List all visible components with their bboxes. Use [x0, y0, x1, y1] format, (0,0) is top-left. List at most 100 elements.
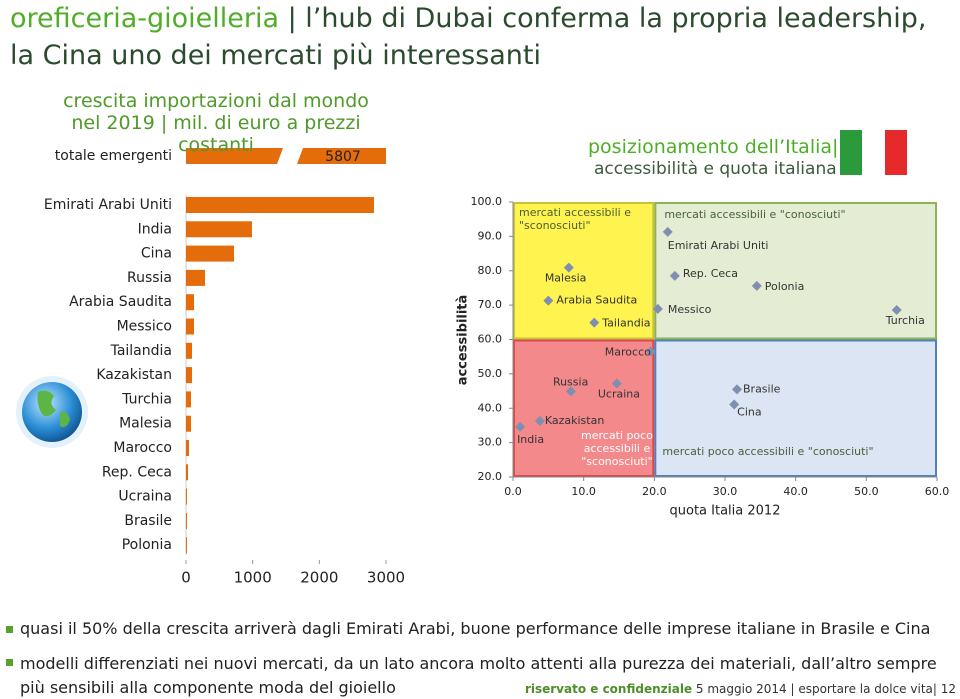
point-label: Brasile — [743, 382, 781, 395]
footer: riservato e confidenziale 5 maggio 2014 … — [520, 682, 956, 696]
bar — [186, 440, 189, 456]
data-point — [589, 317, 600, 328]
data-point — [732, 384, 743, 395]
point-label: Marocco — [605, 346, 651, 359]
point-label: Emirati Arabi Uniti — [668, 239, 769, 252]
point-label: Cina — [737, 405, 761, 418]
x-tick-label: 40.0 — [783, 485, 808, 498]
scatter-title: posizionamento dell’Italia| — [588, 136, 839, 158]
category-label: Tailandia — [110, 343, 172, 359]
x-tick-label: 2000 — [300, 569, 338, 587]
category-label: Polonia — [122, 537, 172, 553]
bar — [186, 367, 192, 384]
point-label: Messico — [668, 303, 712, 316]
bar — [186, 342, 192, 359]
bar — [186, 148, 283, 164]
category-label: Russia — [127, 270, 172, 286]
y-tick-label: 60.0 — [478, 333, 503, 346]
italian-flag — [840, 130, 907, 175]
category-label: India — [138, 221, 172, 237]
x-tick-label: 50.0 — [854, 485, 879, 498]
y-tick-label: 80.0 — [478, 264, 503, 277]
x-tick-label: 20.0 — [642, 485, 667, 498]
bar — [186, 197, 374, 213]
data-point — [662, 226, 673, 237]
point-label: Malesia — [545, 272, 587, 285]
bar — [186, 391, 191, 408]
quadrant — [513, 339, 655, 477]
bar — [186, 512, 187, 529]
quadrant-label: mercati poco accessibili e "sconosciuti" — [581, 429, 653, 468]
bar — [186, 221, 252, 238]
category-label: Kazakistan — [96, 367, 172, 383]
data-point — [534, 415, 545, 426]
category-label: Emirati Arabi Uniti — [44, 197, 172, 213]
quadrant-label: mercati accessibili e "conosciuti" — [664, 208, 846, 221]
bar — [186, 245, 234, 262]
bullet-marker — [6, 626, 13, 633]
x-tick-label: 3000 — [367, 569, 405, 587]
x-tick-label: 60.0 — [925, 485, 950, 498]
data-point — [611, 378, 622, 389]
quadrant — [654, 339, 937, 477]
data-point — [565, 386, 576, 397]
data-point — [563, 262, 574, 273]
title-rest: | l’hub di Dubai conferma la propria lea… — [10, 3, 927, 71]
bar — [186, 537, 187, 554]
quadrant — [513, 202, 655, 340]
point-label: Rep. Ceca — [683, 267, 738, 280]
data-point — [543, 295, 554, 306]
point-label: Turchia — [885, 314, 925, 327]
y-tick-label: 20.0 — [478, 470, 503, 483]
x-tick-label: 10.0 — [571, 485, 596, 498]
y-tick-label: 90.0 — [478, 229, 503, 242]
bar-continuation — [297, 148, 386, 164]
category-label: Turchia — [121, 391, 172, 407]
title-highlight: oreficeria-gioielleria — [10, 3, 280, 34]
bar — [186, 318, 194, 335]
point-label: Ucraina — [598, 388, 640, 401]
y-tick-label: 70.0 — [478, 298, 503, 311]
category-label: Brasile — [124, 513, 172, 529]
category-label: Cina — [141, 246, 172, 262]
y-axis-label: accessibilità — [456, 295, 471, 386]
category-label: Marocco — [113, 440, 172, 456]
data-point — [669, 270, 680, 281]
point-label: Arabia Saudita — [556, 294, 637, 307]
point-label: Tailandia — [601, 317, 650, 330]
quadrant-label: mercati poco accessibili e "conosciuti" — [662, 445, 874, 458]
point-label: India — [517, 433, 544, 446]
bullet-text: modelli differenziati nei nuovi mercati,… — [20, 654, 937, 697]
x-tick-label: 30.0 — [713, 485, 738, 498]
point-label: Polonia — [765, 280, 805, 293]
point-label: Kazakistan — [545, 414, 604, 427]
x-axis-label: quota Italia 2012 — [670, 504, 781, 519]
bar — [186, 488, 187, 505]
y-tick-label: 50.0 — [478, 367, 503, 380]
data-point — [652, 303, 663, 314]
bullet-marker — [6, 659, 13, 666]
footer-confidential: riservato e confidenziale — [524, 682, 693, 696]
bar — [186, 269, 205, 286]
category-label: Ucraina — [118, 489, 172, 505]
y-tick-label: 30.0 — [478, 436, 503, 449]
data-point — [729, 399, 740, 410]
page-title: oreficeria-gioielleria | l’hub di Dubai … — [10, 0, 955, 74]
bar — [186, 415, 191, 432]
x-tick-label: 0 — [181, 569, 191, 587]
point-label: Russia — [553, 375, 588, 388]
quadrant — [654, 202, 937, 340]
y-tick-label: 40.0 — [478, 401, 503, 414]
bar — [186, 294, 194, 311]
x-tick-label: 0.0 — [504, 485, 522, 498]
category-label: Rep. Ceca — [102, 464, 172, 480]
quadrant-label: mercati accessibili e "sconosciuti" — [519, 206, 631, 232]
bar-chart-title: crescita importazioni dal mondo nel 2019… — [63, 90, 369, 156]
bullet-text: quasi il 50% della crescita arriverà dag… — [20, 619, 931, 638]
x-tick-label: 1000 — [234, 569, 272, 587]
data-label: 5807 — [325, 149, 361, 165]
data-point — [515, 421, 526, 432]
data-point — [751, 280, 762, 291]
